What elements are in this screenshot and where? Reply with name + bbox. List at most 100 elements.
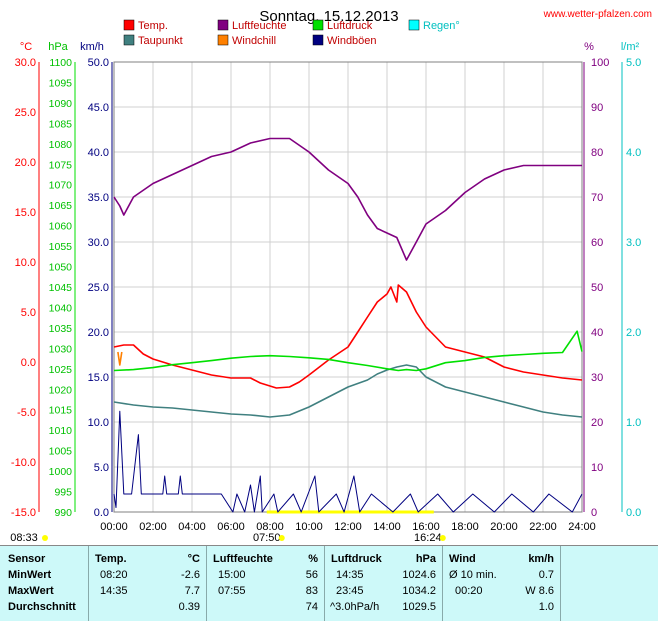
cell-pressure-time: 23:45 — [336, 585, 364, 597]
legend-label: Luftfeuchte — [232, 20, 286, 32]
cell-wind-label: 00:20 — [455, 585, 483, 597]
wind-tick-label: 40.0 — [88, 147, 109, 159]
series-line-taupunkt — [113, 364, 583, 418]
statistics-table: Sensor Temp. °C Luftfeuchte % Luftdruck … — [0, 545, 658, 621]
legend-swatch — [312, 19, 324, 31]
cell-humidity-value: 83 — [305, 585, 318, 597]
daylight-icon — [42, 535, 48, 541]
pressure-tick-label: 1035 — [49, 323, 73, 335]
pressure-tick-label: 1090 — [49, 98, 73, 110]
source-label: www.wetter-pfalzen.com — [543, 9, 652, 20]
pressure-tick-label: 990 — [54, 507, 72, 519]
wind-tick-label: 20.0 — [88, 327, 109, 339]
header-pressure-unit: hPa — [415, 553, 436, 565]
wind-tick-label: 5.0 — [94, 462, 109, 474]
humidity-tick-label: 80 — [591, 147, 603, 159]
wind-tick-label: 0.0 — [94, 507, 109, 519]
weather-chart: Sonntag, 15.12.2013 www.wetter-pfalzen.co… — [10, 8, 652, 544]
time-tick-label: 22:00 — [529, 521, 557, 533]
temp-tick-label: -10.0 — [11, 457, 36, 469]
header-humidity-unit: % — [308, 553, 318, 565]
temp-tick-label: -5.0 — [17, 407, 36, 419]
pressure-tick-label: 1005 — [49, 446, 73, 458]
pressure-tick-label: 1065 — [49, 200, 73, 212]
wind-tick-label: 35.0 — [88, 192, 109, 204]
series-line-windchill — [117, 351, 123, 366]
cell-temp-time: 14:35 — [100, 585, 128, 597]
legend-label: Regen° — [423, 20, 460, 32]
pressure-tick-label: 1010 — [49, 425, 73, 437]
humidity-tick-label: 20 — [591, 417, 603, 429]
pressure-tick-label: 1050 — [49, 262, 73, 274]
table-row: Durchschnitt 0.39 74 ^3.0hPa/h 1029.5 1.… — [0, 600, 658, 615]
rain-tick-label: 2.0 — [626, 327, 641, 339]
page-title: Sonntag, 15.12.2013 — [259, 8, 398, 25]
temp-tick-label: 0.0 — [21, 357, 36, 369]
cell-humidity-value: 56 — [305, 569, 318, 581]
temp-tick-label: 20.0 — [15, 157, 36, 169]
time-tick-label: 06:00 — [217, 521, 245, 533]
pressure-tick-label: 1025 — [49, 364, 73, 376]
cell-wind-label: Ø 10 min. — [449, 569, 497, 581]
pressure-tick-label: 995 — [54, 487, 72, 499]
time-tick-label: 10:00 — [295, 521, 323, 533]
cell-temp-time: 08:20 — [100, 569, 128, 581]
legend-swatch — [312, 34, 324, 46]
temp-tick-label: -15.0 — [11, 507, 36, 519]
humidity-tick-label: 50 — [591, 282, 603, 294]
row-label: MinWert — [8, 569, 52, 581]
wind-tick-label: 45.0 — [88, 102, 109, 114]
cell-pressure-time: ^3.0hPa/h — [330, 601, 380, 613]
header-pressure: Luftdruck — [331, 553, 382, 565]
header-temp: Temp. — [95, 553, 127, 565]
time-tick-label: 04:00 — [178, 521, 206, 533]
pressure-tick-label: 1060 — [49, 221, 73, 233]
cell-pressure-value: 1024.6 — [402, 569, 436, 581]
table-header-row: Sensor Temp. °C Luftfeuchte % Luftdruck … — [0, 552, 658, 567]
humidity-tick-label: 40 — [591, 327, 603, 339]
legend-swatch — [217, 34, 229, 46]
time-tick-label: 24:00 — [568, 521, 596, 533]
pressure-tick-label: 1075 — [49, 159, 73, 171]
cell-pressure-value: 1034.2 — [402, 585, 436, 597]
legend-swatch — [123, 19, 135, 31]
table-row: MaxWert 14:35 7.7 07:55 83 23:45 1034.2 … — [0, 584, 658, 599]
time-tick-label: 08:00 — [256, 521, 284, 533]
temp-axis-unit: °C — [20, 41, 32, 53]
wind-tick-label: 10.0 — [88, 417, 109, 429]
row-label: MaxWert — [8, 585, 54, 597]
legend-label: Windböen — [327, 35, 377, 47]
cell-wind-value: 0.7 — [538, 569, 554, 581]
header-temp-unit: °C — [187, 553, 200, 565]
pressure-tick-label: 1080 — [49, 139, 73, 151]
pressure-tick-label: 1095 — [49, 77, 73, 89]
cell-humidity-time: 07:55 — [218, 585, 246, 597]
time-tick-label: 14:00 — [373, 521, 401, 533]
rain-axis-unit: l/m² — [621, 41, 640, 53]
rain-tick-label: 5.0 — [626, 57, 641, 69]
pressure-tick-label: 1085 — [49, 118, 73, 130]
rain-tick-label: 0.0 — [626, 507, 641, 519]
wind-tick-label: 50.0 — [88, 57, 109, 69]
humidity-axis-unit: % — [584, 41, 594, 53]
series-line-luftfeuchte — [113, 137, 582, 261]
row-label: Durchschnitt — [8, 601, 76, 613]
pressure-axis-unit: hPa — [48, 41, 68, 53]
temp-tick-label: 10.0 — [15, 257, 36, 269]
humidity-tick-label: 10 — [591, 462, 603, 474]
humidity-tick-label: 100 — [591, 57, 609, 69]
cell-wind-value: 1.0 — [538, 601, 554, 613]
time-tick-label: 16:00 — [412, 521, 440, 533]
temp-tick-label: 30.0 — [15, 57, 36, 69]
series-line-temp — [113, 284, 583, 389]
time-tick-label: 00:00 — [100, 521, 128, 533]
temp-tick-label: 15.0 — [15, 207, 36, 219]
daylight-duration-label: 08:33 — [10, 532, 38, 544]
legend-swatch — [123, 34, 135, 46]
legend-label: Windchill — [232, 35, 276, 47]
rain-tick-label: 1.0 — [626, 417, 641, 429]
legend-label: Temp. — [138, 20, 168, 32]
sunrise-icon — [278, 535, 285, 541]
humidity-tick-label: 60 — [591, 237, 603, 249]
pressure-tick-label: 1055 — [49, 241, 73, 253]
